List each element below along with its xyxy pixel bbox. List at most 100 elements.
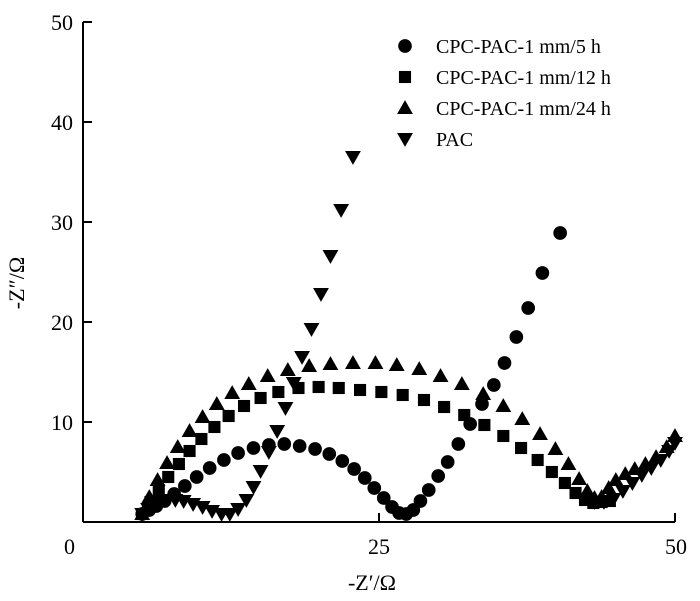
data-point <box>431 469 446 483</box>
data-point <box>252 465 269 479</box>
data-point <box>231 446 245 460</box>
data-point <box>260 446 277 460</box>
legend: CPC-PAC-1 mm/5 h CPC-PAC-1 mm/12 h CPC-PAC… <box>397 36 611 151</box>
data-point <box>333 204 350 218</box>
data-point <box>417 393 431 407</box>
series-circle <box>135 226 567 521</box>
data-point <box>579 483 596 497</box>
x-tick-label: 0 <box>64 534 75 559</box>
data-point <box>497 356 512 370</box>
data-point <box>238 494 255 508</box>
legend-marker <box>398 39 412 53</box>
data-point <box>600 480 617 494</box>
legend-label: CPC-PAC-1 mm/12 h <box>436 67 611 89</box>
data-point <box>237 399 251 413</box>
data-point <box>475 397 489 411</box>
data-point <box>357 471 372 485</box>
data-point <box>553 226 567 240</box>
legend-marker <box>398 70 412 84</box>
data-point <box>308 442 322 456</box>
data-point <box>411 361 428 375</box>
data-point <box>451 437 466 451</box>
x-axis: 0 25 50 <box>64 513 687 559</box>
data-point <box>643 462 660 476</box>
series-triangle-up <box>134 355 683 520</box>
legend-label: PAC <box>436 129 473 151</box>
legend-item: CPC-PAC-1 mm/5 h <box>398 36 601 58</box>
data-point <box>202 461 217 475</box>
series-square <box>136 380 616 521</box>
y-axis-title: -Z″/Ω <box>4 257 29 309</box>
data-point <box>596 496 612 510</box>
plot-area <box>134 151 683 522</box>
data-point <box>614 485 631 499</box>
legend-marker <box>397 100 413 114</box>
data-point <box>607 472 624 486</box>
data-point <box>332 381 345 395</box>
y-tick-label: 10 <box>51 410 73 435</box>
data-point <box>667 437 683 451</box>
data-point <box>183 444 196 458</box>
data-point <box>376 491 391 505</box>
data-point <box>354 383 367 397</box>
data-point <box>345 151 361 165</box>
legend-marker <box>397 133 413 147</box>
data-point <box>322 250 339 264</box>
data-point <box>194 409 211 423</box>
data-point <box>421 483 436 497</box>
data-point <box>535 266 550 280</box>
data-point <box>221 508 238 522</box>
data-point <box>605 493 622 507</box>
x-tick-label: 25 <box>368 534 390 559</box>
data-point <box>230 503 247 517</box>
data-point <box>259 368 276 382</box>
data-point <box>509 330 524 344</box>
data-point <box>312 380 325 394</box>
data-point <box>569 486 582 500</box>
data-point <box>149 472 166 486</box>
x-tick-label: 50 <box>665 534 687 559</box>
data-point <box>453 376 470 390</box>
legend-item: CPC-PAC-1 mm/12 h <box>398 67 611 89</box>
data-point <box>152 483 165 497</box>
data-point <box>375 385 388 399</box>
data-point <box>285 377 302 391</box>
data-point <box>515 441 528 455</box>
data-point <box>367 481 382 495</box>
legend-item: CPC-PAC-1 mm/24 h <box>397 98 611 120</box>
data-point <box>313 288 329 302</box>
data-point <box>277 402 294 416</box>
data-point <box>545 465 558 479</box>
data-point <box>438 400 451 414</box>
y-axis: 10 20 30 40 50 <box>51 10 92 522</box>
data-point <box>571 471 588 485</box>
data-point <box>661 445 677 459</box>
data-point <box>277 437 292 451</box>
x-axis-title: -Z′/Ω <box>348 570 396 595</box>
data-point <box>208 420 221 434</box>
data-point <box>388 357 405 371</box>
data-point <box>624 477 641 491</box>
series-triangle-down <box>134 151 683 522</box>
legend-label: CPC-PAC-1 mm/24 h <box>436 98 611 120</box>
data-point <box>367 355 384 369</box>
data-point <box>633 469 650 483</box>
data-point <box>560 456 577 470</box>
data-point <box>181 423 198 437</box>
y-tick-label: 30 <box>51 210 73 235</box>
data-point <box>269 425 286 439</box>
data-point <box>159 455 175 469</box>
data-point <box>294 351 310 365</box>
data-point <box>178 479 192 493</box>
y-tick-label: 40 <box>51 110 73 135</box>
data-point <box>194 501 211 515</box>
data-point <box>322 356 339 370</box>
data-point <box>432 368 449 382</box>
data-point <box>208 396 225 410</box>
data-point <box>458 408 471 422</box>
data-point <box>162 470 175 484</box>
data-point <box>303 323 320 337</box>
data-point <box>279 362 296 376</box>
data-point <box>345 355 361 369</box>
